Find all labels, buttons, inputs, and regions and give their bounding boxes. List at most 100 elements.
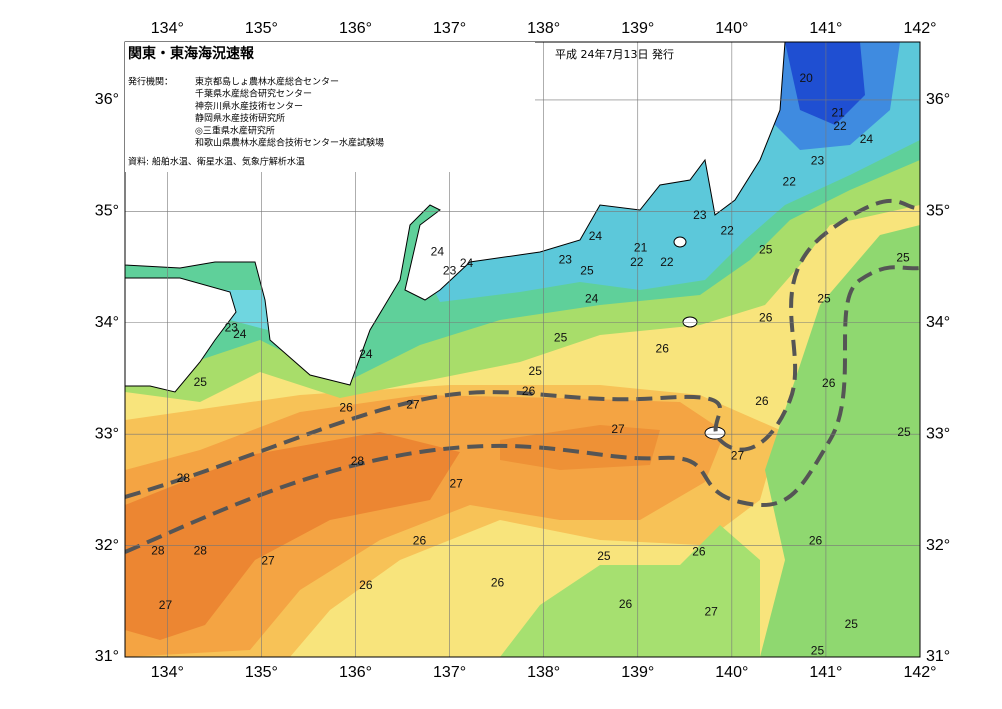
contour-label: 20	[799, 71, 813, 85]
contour-label: 26	[619, 597, 633, 611]
contour-label: 24	[431, 245, 445, 259]
contour-label: 26	[522, 384, 536, 398]
sea-cool	[500, 525, 760, 657]
contour-label: 26	[413, 533, 427, 547]
x-tick-label: 141°	[809, 20, 842, 37]
y-tick-label: 32°	[95, 537, 119, 554]
contour-label: 28	[351, 454, 365, 468]
contour-label: 24	[460, 256, 474, 270]
contour-label: 24	[359, 347, 373, 361]
contour-label: 22	[630, 255, 644, 269]
issuer: 東京都島しょ農林水産総合センター	[195, 76, 339, 88]
header-box	[125, 42, 535, 172]
contour-label: 25	[580, 264, 594, 278]
contour-label: 27	[731, 449, 745, 463]
contour-label: 25	[529, 364, 543, 378]
island	[682, 316, 698, 328]
contour-label: 23	[811, 153, 825, 167]
contour-label: 25	[897, 425, 911, 439]
contour-label: 23	[559, 253, 573, 267]
contour-label: 28	[151, 543, 165, 557]
y-tick-label: 31°	[95, 648, 119, 665]
x-tick-label: 136°	[339, 664, 372, 681]
axes: 134° 134° 135° 135° 136° 136° 137° 137° 138° 138°…	[95, 20, 950, 681]
y-tick-label: 35°	[926, 203, 950, 220]
y-tick-label: 36°	[95, 91, 119, 108]
x-tick-label: 138°	[527, 20, 560, 37]
contour-label: 22	[833, 119, 847, 133]
contour-label: 27	[159, 598, 173, 612]
y-tick-label: 31°	[926, 648, 950, 665]
x-tick-label: 134°	[151, 664, 184, 681]
issuer: 神奈川県水産技術センター	[195, 100, 303, 112]
contour-label: 27	[261, 553, 275, 567]
contour-label: 27	[406, 397, 420, 411]
x-tick-label: 142°	[903, 664, 936, 681]
x-tick-label: 139°	[621, 664, 654, 681]
contour-label: 22	[720, 224, 734, 238]
contour-label: 22	[783, 175, 797, 189]
contour-label: 25	[845, 617, 859, 631]
contour-label: 26	[656, 342, 670, 356]
contour-label: 27	[611, 422, 625, 436]
island	[673, 236, 687, 248]
y-tick-label: 33°	[95, 425, 119, 442]
issuers: 東京都島しょ農林水産総合センター千葉県水産総合研究センター神奈川県水産技術センタ…	[195, 76, 384, 149]
contour-label: 26	[692, 544, 706, 558]
sea-warmest	[125, 432, 460, 640]
contour-label: 25	[811, 644, 825, 658]
x-tick-label: 139°	[621, 20, 654, 37]
contour-label: 25	[896, 250, 910, 264]
x-tick-label: 141°	[809, 664, 842, 681]
kuroshio-edge	[125, 199, 920, 499]
contour-label: 23	[693, 208, 707, 222]
contour-label: 26	[491, 576, 505, 590]
contour-label: 25	[597, 549, 611, 563]
sea-cool	[760, 225, 920, 657]
x-tick-label: 140°	[715, 20, 748, 37]
source: 資料: 船舶水温、衛星水温、気象庁解析水温	[128, 156, 305, 168]
x-tick-label: 140°	[715, 664, 748, 681]
contour-label: 23	[443, 264, 457, 278]
contour-label: 21	[634, 240, 648, 254]
contour-label: 27	[449, 476, 463, 490]
title: 関東・東海海況速報	[128, 45, 255, 62]
y-tick-label: 33°	[926, 425, 950, 442]
x-tick-label: 142°	[903, 20, 936, 37]
contour-label: 21	[831, 105, 845, 119]
issuer: 静岡県水産技術研究所	[195, 112, 285, 124]
contour-label: 26	[755, 394, 769, 408]
contour-label: 24	[589, 229, 603, 243]
contour-label: 25	[817, 292, 831, 306]
land	[125, 277, 237, 393]
contour-label: 25	[759, 243, 773, 257]
y-tick-label: 34°	[95, 314, 119, 331]
y-tick-label: 35°	[95, 203, 119, 220]
contour-label: 28	[194, 543, 208, 557]
contour-label: 26	[359, 578, 373, 592]
contour-label: 26	[822, 376, 836, 390]
x-tick-label: 138°	[527, 664, 560, 681]
contour-label: 26	[339, 401, 353, 415]
contour-label: 27	[704, 605, 718, 619]
contour-label: 23	[225, 321, 239, 335]
contour-label: 26	[809, 533, 823, 547]
x-tick-label: 137°	[433, 664, 466, 681]
x-tick-label: 134°	[151, 20, 184, 37]
issuer-label: 発行機関：	[128, 76, 173, 88]
contour-label: 22	[660, 255, 674, 269]
x-tick-label: 137°	[433, 20, 466, 37]
x-tick-label: 136°	[339, 20, 372, 37]
contour-label: 28	[177, 471, 191, 485]
contour-label: 24	[233, 327, 247, 341]
issuer: 和歌山県農林水産総合技術センター水産試験場	[195, 137, 384, 149]
contour-label: 26	[759, 310, 773, 324]
issuer: ◎三重県水産研究所	[195, 124, 275, 136]
contour-label: 25	[194, 375, 208, 389]
issue-date: 平成 24年7月13日 発行	[555, 47, 674, 61]
issuer: 千葉県水産総合研究センター	[195, 88, 312, 100]
y-tick-label: 34°	[926, 314, 950, 331]
